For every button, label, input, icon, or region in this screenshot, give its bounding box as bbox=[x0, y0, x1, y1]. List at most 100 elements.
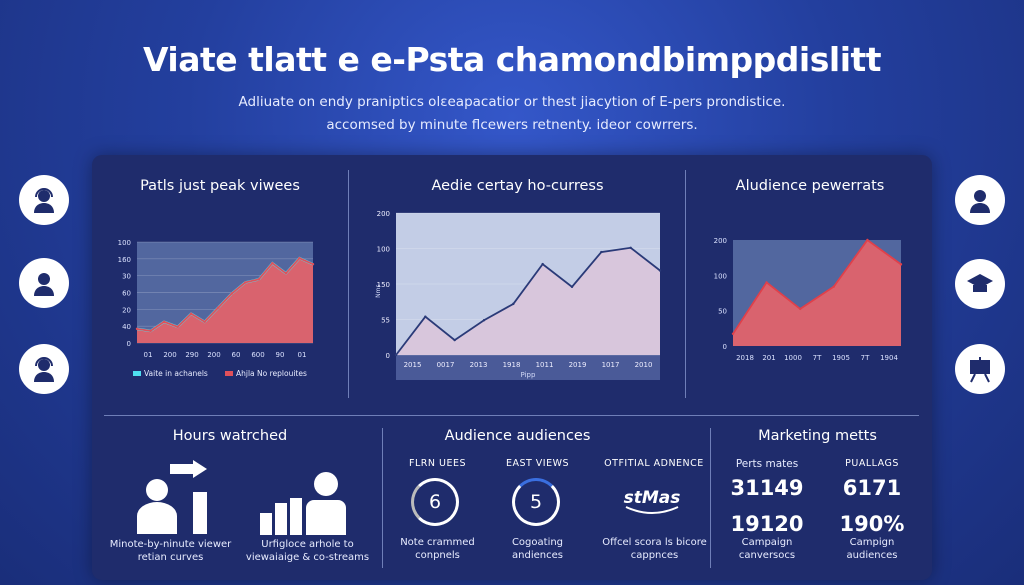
y-tick-label: 50 bbox=[718, 308, 727, 316]
y-tick-label: 60 bbox=[122, 290, 131, 298]
user-icon bbox=[19, 258, 69, 308]
chart-title: Aedie certay ho-curress bbox=[431, 178, 604, 194]
data-point bbox=[189, 312, 193, 315]
data-point bbox=[512, 302, 515, 306]
y-tick-label: 150 bbox=[377, 281, 390, 289]
series-line bbox=[395, 246, 661, 356]
data-point bbox=[311, 263, 315, 266]
x-tick-label: 2018 bbox=[736, 354, 754, 362]
data-point bbox=[424, 315, 427, 318]
divider bbox=[104, 415, 919, 416]
x-tick-label: 600 bbox=[251, 351, 264, 359]
x-axis-band bbox=[396, 355, 660, 380]
metric-label: OTFITIAL ADNENCE bbox=[604, 458, 704, 469]
hours-item-caption: Minote-by-ninute viewer retian curves bbox=[109, 539, 232, 563]
data-point bbox=[217, 306, 220, 309]
data-point bbox=[570, 285, 574, 289]
y-tick-label: 55 bbox=[381, 317, 390, 325]
x-axis-label: Pipp bbox=[521, 371, 536, 379]
x-tick-label: 60 bbox=[232, 351, 241, 359]
data-point bbox=[284, 272, 288, 275]
series-line bbox=[136, 257, 314, 332]
y-tick-label: 100 bbox=[377, 246, 390, 254]
data-point bbox=[453, 338, 456, 342]
metric-value: 31149 bbox=[730, 476, 804, 500]
metric-caption: Offcel scora ls bicore cappnces bbox=[602, 537, 707, 561]
headset-user-icon bbox=[19, 344, 69, 394]
x-tick-label: 1904 bbox=[880, 354, 898, 362]
divider bbox=[710, 428, 711, 568]
data-point bbox=[541, 262, 544, 266]
data-point bbox=[629, 246, 632, 249]
data-point bbox=[162, 320, 166, 323]
x-tick-label: 1017 bbox=[602, 361, 620, 369]
legend-swatch bbox=[225, 371, 233, 376]
x-tick-label: 1011 bbox=[536, 361, 554, 369]
graduation-cap-icon bbox=[955, 259, 1005, 309]
metric-ring: 6 bbox=[411, 478, 459, 526]
data-point bbox=[394, 353, 398, 357]
x-tick-label: 201 bbox=[762, 354, 775, 362]
y-tick-label: 0 bbox=[386, 352, 390, 360]
data-point bbox=[832, 285, 835, 288]
metric-ring: 5 bbox=[512, 478, 560, 526]
data-point bbox=[765, 281, 768, 284]
x-tick-label: 2019 bbox=[569, 361, 587, 369]
x-tick-label: 7T bbox=[813, 354, 822, 362]
stmas-logo: stMas bbox=[623, 488, 681, 508]
x-tick-label: 1905 bbox=[832, 354, 850, 362]
section-title: Audience audiences bbox=[444, 428, 591, 444]
series-line bbox=[732, 238, 902, 335]
metric-caption: Campaign canversocs bbox=[738, 537, 796, 561]
y-tick-label: 40 bbox=[122, 323, 131, 331]
divider bbox=[382, 428, 383, 568]
x-tick-label: 7T bbox=[861, 354, 870, 362]
legend-swatch bbox=[133, 371, 141, 376]
chart-peak-viewers: 0 40 20 60 30 160 100 01 200 290 200 60 600 90 01 Vaite… bbox=[118, 239, 315, 378]
y-tick-label: 100 bbox=[714, 272, 727, 280]
user-growth-icon bbox=[137, 460, 207, 534]
metric-value: 6 bbox=[428, 491, 442, 513]
data-point bbox=[298, 256, 301, 260]
metric-label: Perts mates bbox=[735, 458, 799, 470]
x-tick-label: 200 bbox=[207, 351, 220, 359]
data-point bbox=[244, 281, 247, 284]
x-tick-label: 0017 bbox=[437, 361, 455, 369]
data-point bbox=[135, 327, 139, 331]
divider bbox=[685, 170, 686, 398]
x-tick-label: 1000 bbox=[784, 354, 802, 362]
chart-audience-powerrats: 0 50 100 200 2018 201 1000 7T 1905 7T 1904 bbox=[714, 237, 903, 362]
subtitle-line-1: Adliuate on endy praniptics olɛeapacatio… bbox=[238, 94, 786, 110]
metric-label: EAST VIEWS bbox=[505, 458, 570, 469]
hours-item-caption: Urfigloce arhole to viewaiaige & co-stre… bbox=[245, 539, 370, 563]
user-icon bbox=[955, 175, 1005, 225]
data-point bbox=[482, 319, 486, 322]
y-tick-label: 20 bbox=[122, 306, 131, 314]
metric-caption: Campign audiences bbox=[846, 537, 898, 561]
area-fill bbox=[733, 240, 901, 346]
area-fill bbox=[396, 247, 660, 355]
metric-label: PUALLAGS bbox=[845, 458, 899, 469]
logo-swoosh bbox=[625, 506, 679, 514]
y-tick-label: 0 bbox=[127, 340, 131, 348]
metric-value: 6171 bbox=[842, 476, 902, 500]
section-title: Marketing metts bbox=[758, 428, 877, 444]
metric-value: 19120 bbox=[730, 512, 804, 536]
x-tick-label: 90 bbox=[276, 351, 285, 359]
x-tick-label: 01 bbox=[298, 351, 307, 359]
metric-value: 5 bbox=[529, 491, 543, 513]
y-tick-label: 30 bbox=[122, 273, 131, 281]
x-tick-label: 2010 bbox=[635, 361, 653, 369]
x-tick-label: 200 bbox=[163, 351, 176, 359]
data-point bbox=[658, 269, 662, 272]
data-point bbox=[799, 307, 802, 311]
data-point bbox=[271, 262, 274, 265]
y-axis-label: Nms bbox=[375, 284, 382, 297]
legend-label: Vaite in achanels bbox=[144, 369, 208, 378]
data-point bbox=[899, 263, 903, 266]
data-point bbox=[731, 332, 735, 336]
y-tick-label: 160 bbox=[118, 256, 131, 264]
x-tick-label: 1918 bbox=[503, 361, 521, 369]
chart-title: Aludience pewerrats bbox=[735, 178, 885, 194]
metric-caption: Note crammed conpnels bbox=[400, 537, 475, 561]
